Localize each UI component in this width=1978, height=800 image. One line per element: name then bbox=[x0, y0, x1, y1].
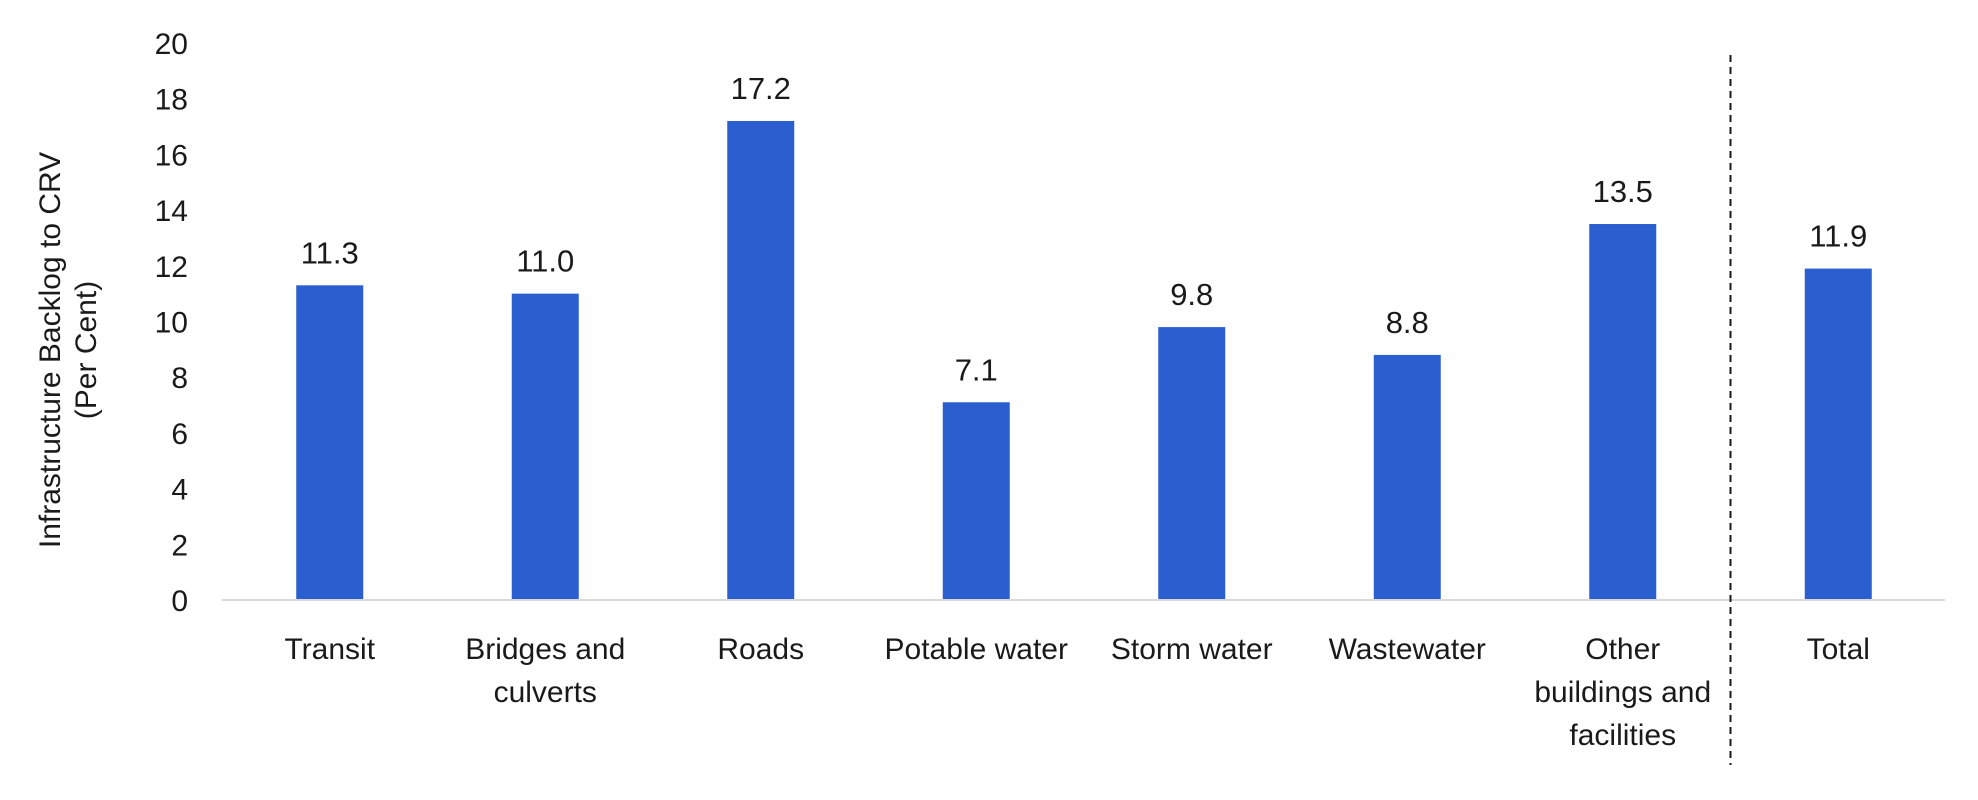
data-label-transit: 11.3 bbox=[301, 235, 359, 270]
bar-total bbox=[1804, 268, 1872, 600]
y-tick-label: 18 bbox=[155, 84, 188, 117]
bar-storm-water bbox=[1158, 327, 1226, 600]
y-tick-label: 16 bbox=[155, 139, 188, 172]
x-tick-label: Wastewater bbox=[1329, 633, 1486, 666]
data-label-roads: 17.2 bbox=[731, 71, 791, 106]
y-tick-label: 6 bbox=[171, 418, 188, 451]
y-tick-label: 0 bbox=[171, 585, 188, 618]
x-tick-label: Potable water bbox=[885, 633, 1068, 666]
x-tick-label: facilities bbox=[1569, 719, 1676, 752]
y-tick-label: 2 bbox=[171, 529, 188, 562]
y-tick-label: 8 bbox=[171, 362, 188, 395]
y-axis-ticks: 0 2 4 6 8 10 12 14 16 18 20 bbox=[155, 28, 188, 618]
x-tick-label: Storm water bbox=[1111, 633, 1273, 666]
bar-other-buildings-and-facilities bbox=[1589, 224, 1657, 600]
x-tick-label: Transit bbox=[284, 633, 375, 666]
bar-roads bbox=[727, 120, 795, 600]
y-tick-label: 4 bbox=[171, 474, 188, 507]
y-axis-title-line: (Per Cent) bbox=[70, 281, 103, 419]
bar-transit bbox=[296, 285, 364, 600]
bar-bridges-and-culverts bbox=[511, 293, 579, 600]
x-tick-label: Other bbox=[1585, 633, 1660, 666]
x-tick-label: buildings and bbox=[1534, 676, 1711, 709]
y-tick-label: 12 bbox=[155, 251, 188, 284]
bar-wastewater bbox=[1373, 354, 1441, 600]
data-label-bridges-and-culverts: 11.0 bbox=[516, 244, 574, 279]
bar-potable-water bbox=[942, 402, 1010, 600]
data-label-other-buildings-and-facilities: 13.5 bbox=[1593, 174, 1653, 209]
data-label-total: 11.9 bbox=[1809, 219, 1867, 254]
y-axis-title: Infrastructure Backlog to CRV (Per Cent) bbox=[34, 152, 103, 548]
x-tick-label: culverts bbox=[494, 676, 597, 709]
y-axis-title-line: Infrastructure Backlog to CRV bbox=[34, 152, 67, 548]
bars bbox=[296, 120, 1872, 600]
data-labels: 11.3 11.0 17.2 7.1 9.8 8.8 13.5 11.9 bbox=[301, 71, 1868, 387]
x-tick-label: Total bbox=[1807, 633, 1870, 666]
y-tick-label: 14 bbox=[155, 195, 188, 228]
data-label-potable-water: 7.1 bbox=[955, 352, 998, 387]
data-label-storm-water: 9.8 bbox=[1170, 277, 1213, 312]
x-tick-label: Bridges and bbox=[465, 633, 625, 666]
data-label-wastewater: 8.8 bbox=[1386, 305, 1429, 340]
x-tick-label: Roads bbox=[717, 633, 804, 666]
y-tick-label: 10 bbox=[155, 307, 188, 340]
x-axis-labels: Transit Bridges and culverts Roads Potable w… bbox=[284, 633, 1869, 752]
y-tick-label: 20 bbox=[155, 28, 188, 61]
